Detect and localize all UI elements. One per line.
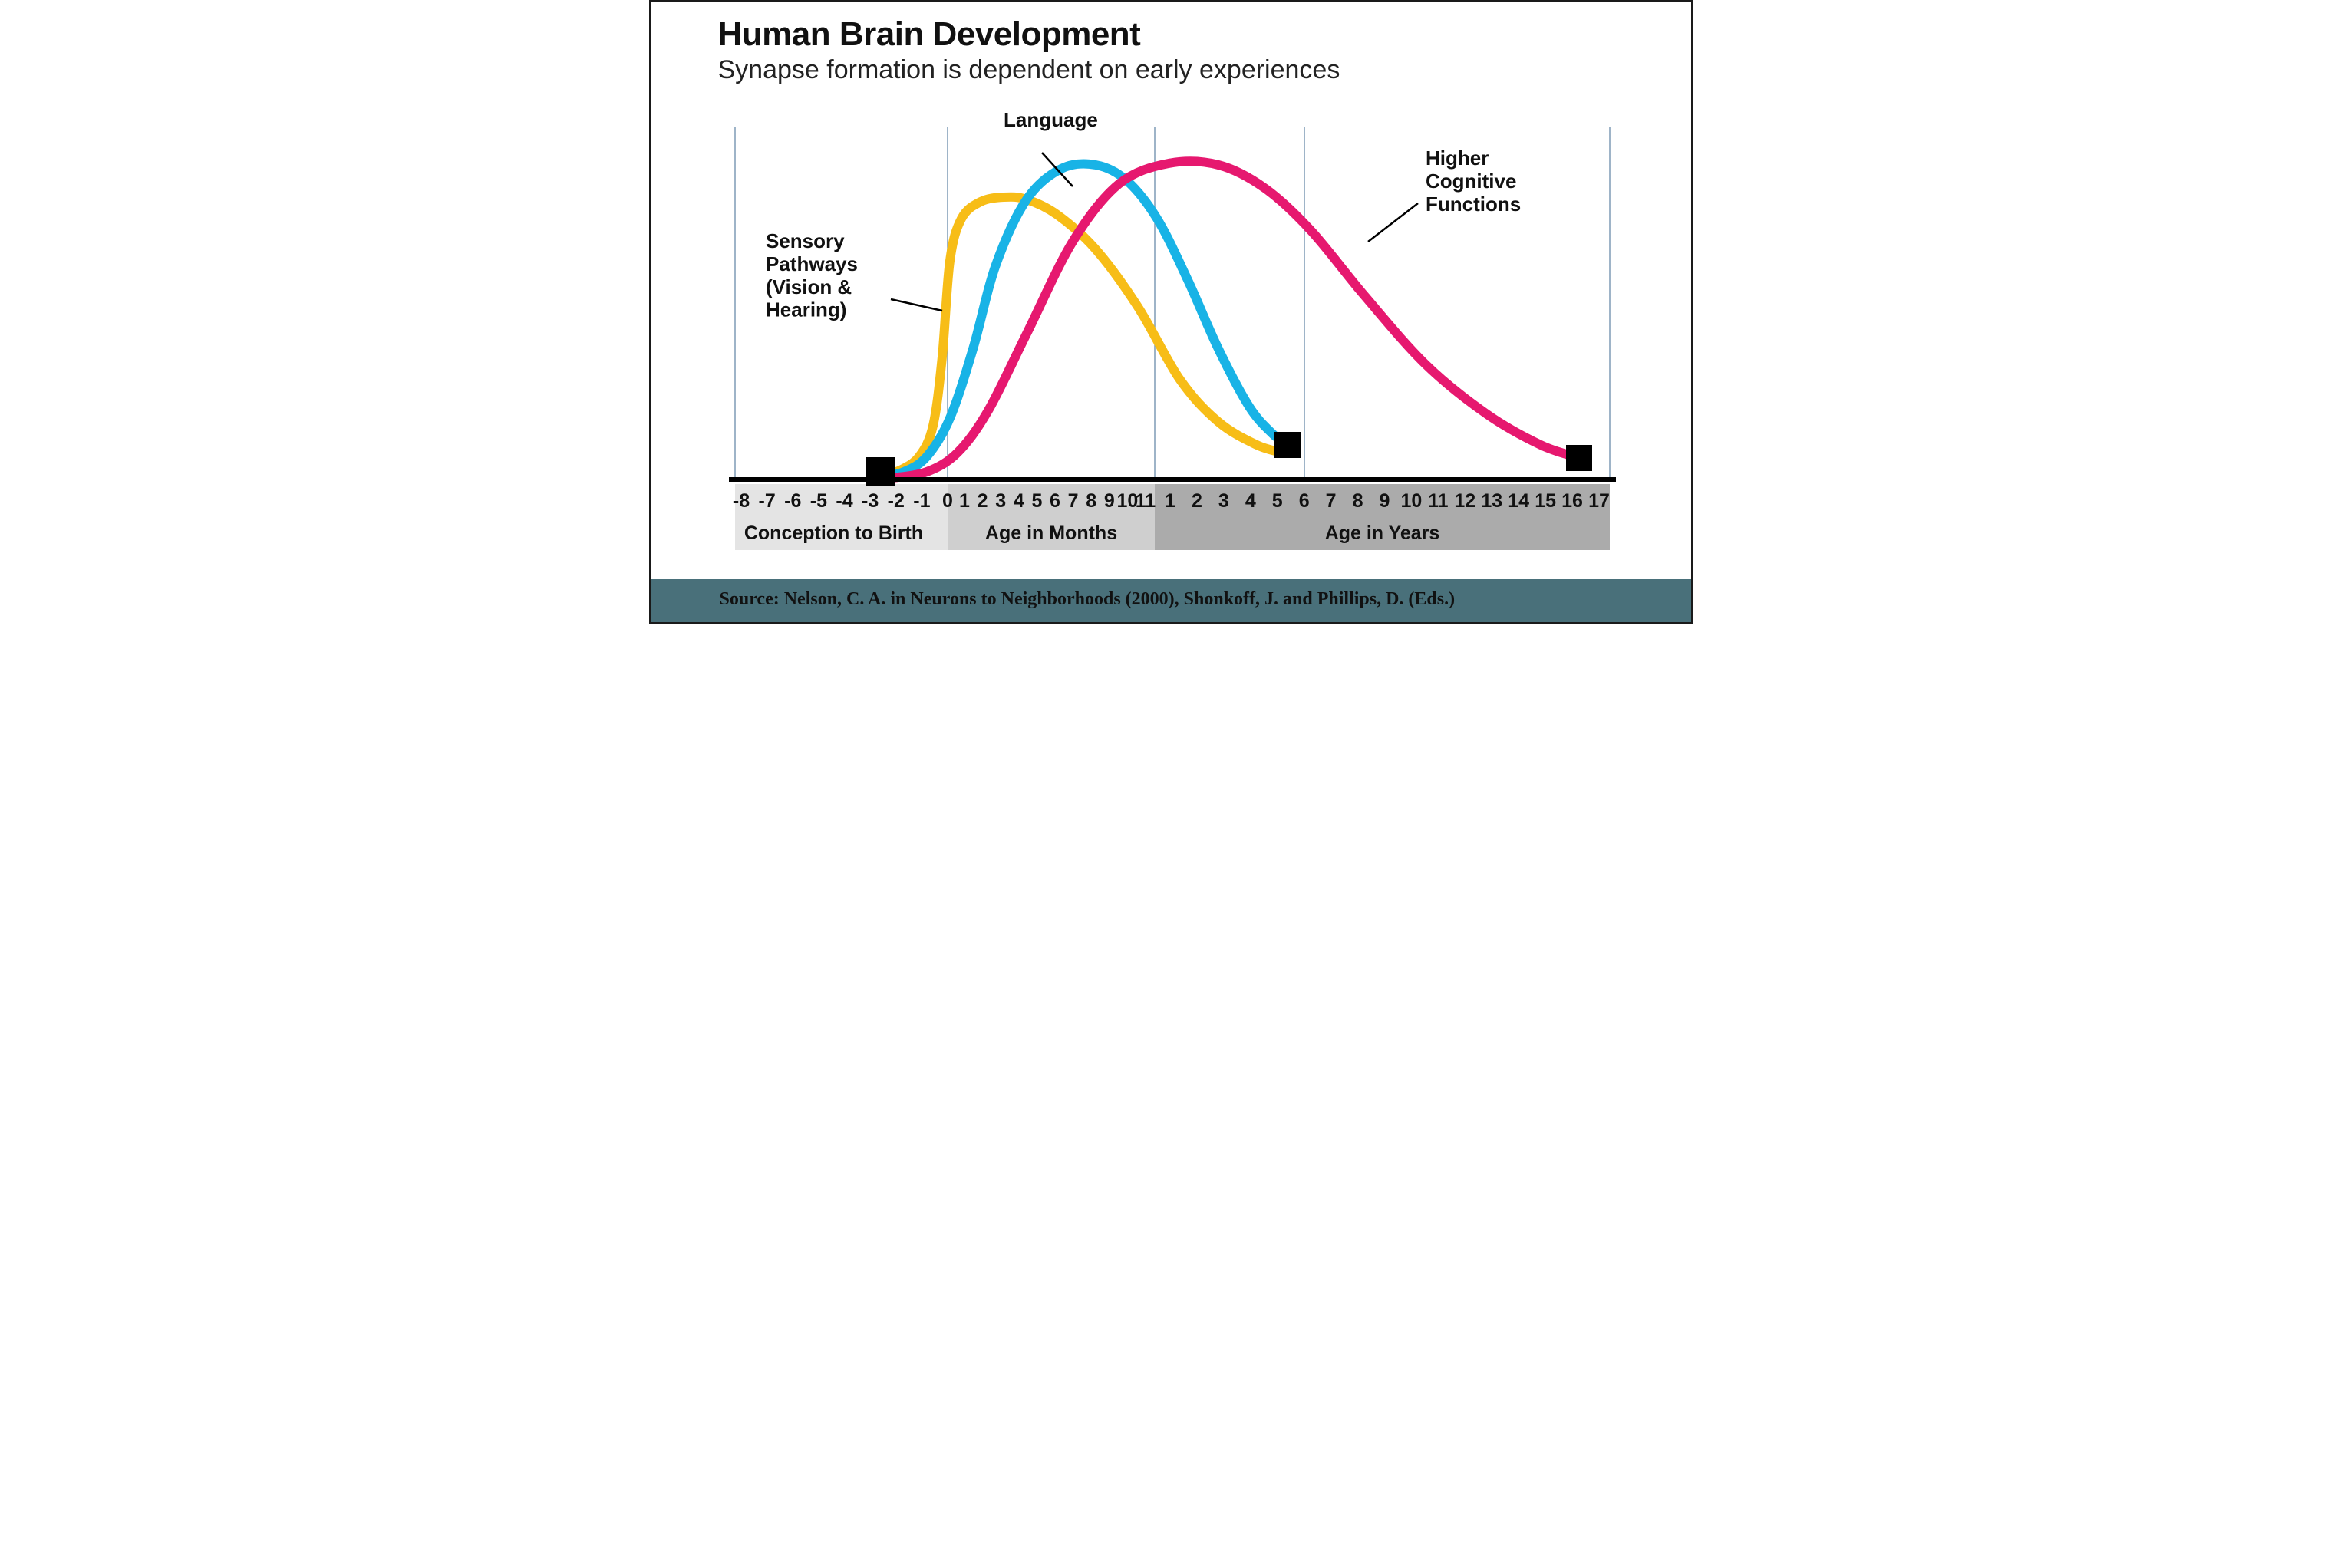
figure-page: Human Brain Development Synapse formatio…	[649, 0, 1693, 624]
end-marker-cognitive	[1566, 445, 1592, 471]
tick-label: 6	[1050, 490, 1060, 512]
tick-label: -3	[862, 490, 879, 512]
tick-label: -4	[836, 490, 852, 512]
tick-label: 8	[1352, 490, 1363, 512]
tick-label: 9	[1103, 490, 1114, 512]
pointer-cognitive	[1368, 203, 1418, 242]
tick-label: -5	[809, 490, 826, 512]
tick-label: 7	[1325, 490, 1336, 512]
tick-label: 3	[995, 490, 1006, 512]
header: Human Brain Development Synapse formatio…	[651, 2, 1691, 88]
pointer-sensory	[891, 299, 942, 311]
series-label-cognitive: HigherCognitiveFunctions	[1426, 147, 1521, 216]
tick-label: 12	[1454, 490, 1475, 512]
source-text: Source: Nelson, C. A. in Neurons to Neig…	[720, 587, 1622, 611]
tick-label: 10	[1400, 490, 1422, 512]
tick-label: -1	[913, 490, 930, 512]
end-marker-language	[1274, 432, 1301, 458]
tick-label: 13	[1481, 490, 1502, 512]
tick-label: 4	[1013, 490, 1024, 512]
tick-label: -2	[887, 490, 904, 512]
tick-label: 17	[1588, 490, 1610, 512]
tick-label: 6	[1298, 490, 1309, 512]
tick-label: 11	[1428, 490, 1449, 512]
tick-label: -6	[784, 490, 801, 512]
axis-segment-label: Conception to Birth	[744, 522, 922, 544]
series-label-sensory: SensoryPathways(Vision &Hearing)	[766, 229, 858, 321]
start-marker	[866, 457, 895, 486]
chart-title: Human Brain Development	[718, 15, 1637, 54]
tick-label: 4	[1245, 490, 1255, 512]
tick-label: -7	[758, 490, 775, 512]
tick-label: 5	[1271, 490, 1282, 512]
tick-label: 9	[1379, 490, 1390, 512]
tick-label: 7	[1067, 490, 1078, 512]
tick-label: -8	[732, 490, 749, 512]
axis-segment-label: Age in Years	[1324, 522, 1439, 544]
tick-label: 1	[1165, 490, 1175, 512]
series-label-language: Language	[1004, 108, 1098, 131]
tick-label: 2	[977, 490, 988, 512]
tick-label: 3	[1218, 490, 1228, 512]
tick-label: 8	[1086, 490, 1096, 512]
chart-area: -8-7-6-5-4-3-2-1012345678910111234567891…	[720, 104, 1622, 579]
tick-label: 1	[959, 490, 970, 512]
source-bar: Source: Nelson, C. A. in Neurons to Neig…	[651, 579, 1691, 622]
chart-subtitle: Synapse formation is dependent on early …	[718, 55, 1637, 85]
tick-label: 11	[1135, 490, 1156, 512]
axis-segment-label: Age in Months	[984, 522, 1116, 544]
tick-label: 15	[1535, 490, 1556, 512]
tick-label: 16	[1561, 490, 1583, 512]
tick-label: 0	[942, 490, 953, 512]
synapse-chart-svg: -8-7-6-5-4-3-2-1012345678910111234567891…	[720, 104, 1625, 579]
tick-label: 5	[1031, 490, 1042, 512]
tick-label: 14	[1508, 490, 1529, 512]
tick-label: 2	[1191, 490, 1202, 512]
